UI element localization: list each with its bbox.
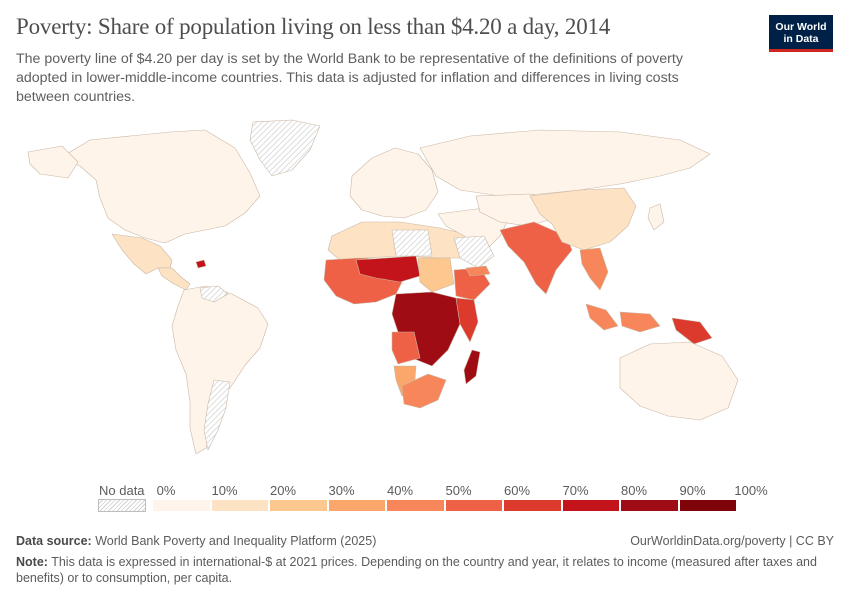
region-haiti[interactable] bbox=[195, 259, 207, 269]
source-url[interactable]: OurWorldinData.org/poverty | CC BY bbox=[630, 534, 834, 548]
region-southeast-asia[interactable] bbox=[579, 247, 609, 291]
region-argentina[interactable] bbox=[203, 379, 231, 451]
region-yemen[interactable] bbox=[465, 265, 491, 277]
region-south-asia[interactable] bbox=[499, 221, 573, 295]
region-russia[interactable] bbox=[419, 129, 711, 197]
chart-title: Poverty: Share of population living on l… bbox=[16, 14, 611, 39]
data-source-label: Data source: bbox=[16, 534, 92, 548]
legend-bin[interactable] bbox=[444, 499, 503, 512]
legend-tick: 60% bbox=[503, 483, 531, 498]
legend-tick: 30% bbox=[328, 483, 355, 498]
legend-tick: 100% bbox=[734, 483, 768, 498]
region-europe[interactable] bbox=[349, 147, 439, 219]
data-source-text[interactable]: World Bank Poverty and Inequality Platfo… bbox=[95, 534, 377, 548]
region-south-africa[interactable] bbox=[401, 373, 447, 409]
region-sudan[interactable] bbox=[417, 257, 455, 293]
legend-bin[interactable] bbox=[503, 499, 562, 512]
region-japan[interactable] bbox=[647, 203, 665, 231]
legend-tick: 40% bbox=[386, 483, 414, 498]
legend-bin[interactable] bbox=[152, 499, 211, 512]
legend-tick: 10% bbox=[211, 483, 238, 498]
legend-bin[interactable] bbox=[561, 499, 620, 512]
logo-line-2: in Data bbox=[783, 33, 819, 45]
region-angola[interactable] bbox=[391, 331, 421, 365]
region-venezuela[interactable] bbox=[199, 285, 229, 303]
legend-bin[interactable] bbox=[210, 499, 269, 512]
region-saudi-arabia[interactable] bbox=[453, 235, 495, 269]
legend-bin[interactable] bbox=[678, 499, 737, 512]
region-madagascar[interactable] bbox=[463, 349, 481, 385]
region-papua-new-guinea[interactable] bbox=[671, 317, 713, 345]
footnote-text: This data is expressed in international-… bbox=[16, 555, 817, 585]
region-south-america[interactable] bbox=[171, 285, 269, 455]
legend-color-scale bbox=[152, 499, 737, 512]
owid-logo[interactable]: Our World in Data bbox=[769, 15, 833, 52]
region-libya[interactable] bbox=[391, 229, 433, 257]
region-alaska[interactable] bbox=[27, 145, 79, 179]
footnote-label: Note: bbox=[16, 555, 48, 569]
legend-no-data-label: No data bbox=[99, 483, 145, 498]
legend-bin[interactable] bbox=[269, 499, 328, 512]
region-indonesia[interactable] bbox=[585, 303, 661, 333]
legend-tick: 90% bbox=[679, 483, 706, 498]
world-map bbox=[27, 119, 739, 455]
region-central-america[interactable] bbox=[157, 267, 191, 291]
logo-line-1: Our World bbox=[775, 21, 827, 33]
data-source: Data source: World Bank Poverty and Ineq… bbox=[16, 534, 376, 548]
region-china[interactable] bbox=[529, 187, 637, 251]
legend-no-data-swatch bbox=[98, 499, 146, 512]
chart-subtitle: The poverty line of $4.20 per day is set… bbox=[16, 51, 683, 105]
legend-tick: 20% bbox=[269, 483, 297, 498]
legend-tick: 70% bbox=[562, 483, 589, 498]
legend-bin[interactable] bbox=[327, 499, 386, 512]
region-north-america[interactable] bbox=[59, 129, 261, 244]
legend-bin[interactable] bbox=[620, 499, 679, 512]
footnote: Note: This data is expressed in internat… bbox=[16, 554, 831, 586]
region-sahel[interactable] bbox=[355, 255, 421, 283]
region-australia[interactable] bbox=[619, 341, 739, 421]
legend-tick: 80% bbox=[620, 483, 648, 498]
region-greenland[interactable] bbox=[249, 119, 321, 177]
legend-bin[interactable] bbox=[386, 499, 445, 512]
legend-tick: 50% bbox=[445, 483, 472, 498]
region-east-africa[interactable] bbox=[455, 297, 479, 343]
legend-tick: 0% bbox=[156, 483, 176, 498]
